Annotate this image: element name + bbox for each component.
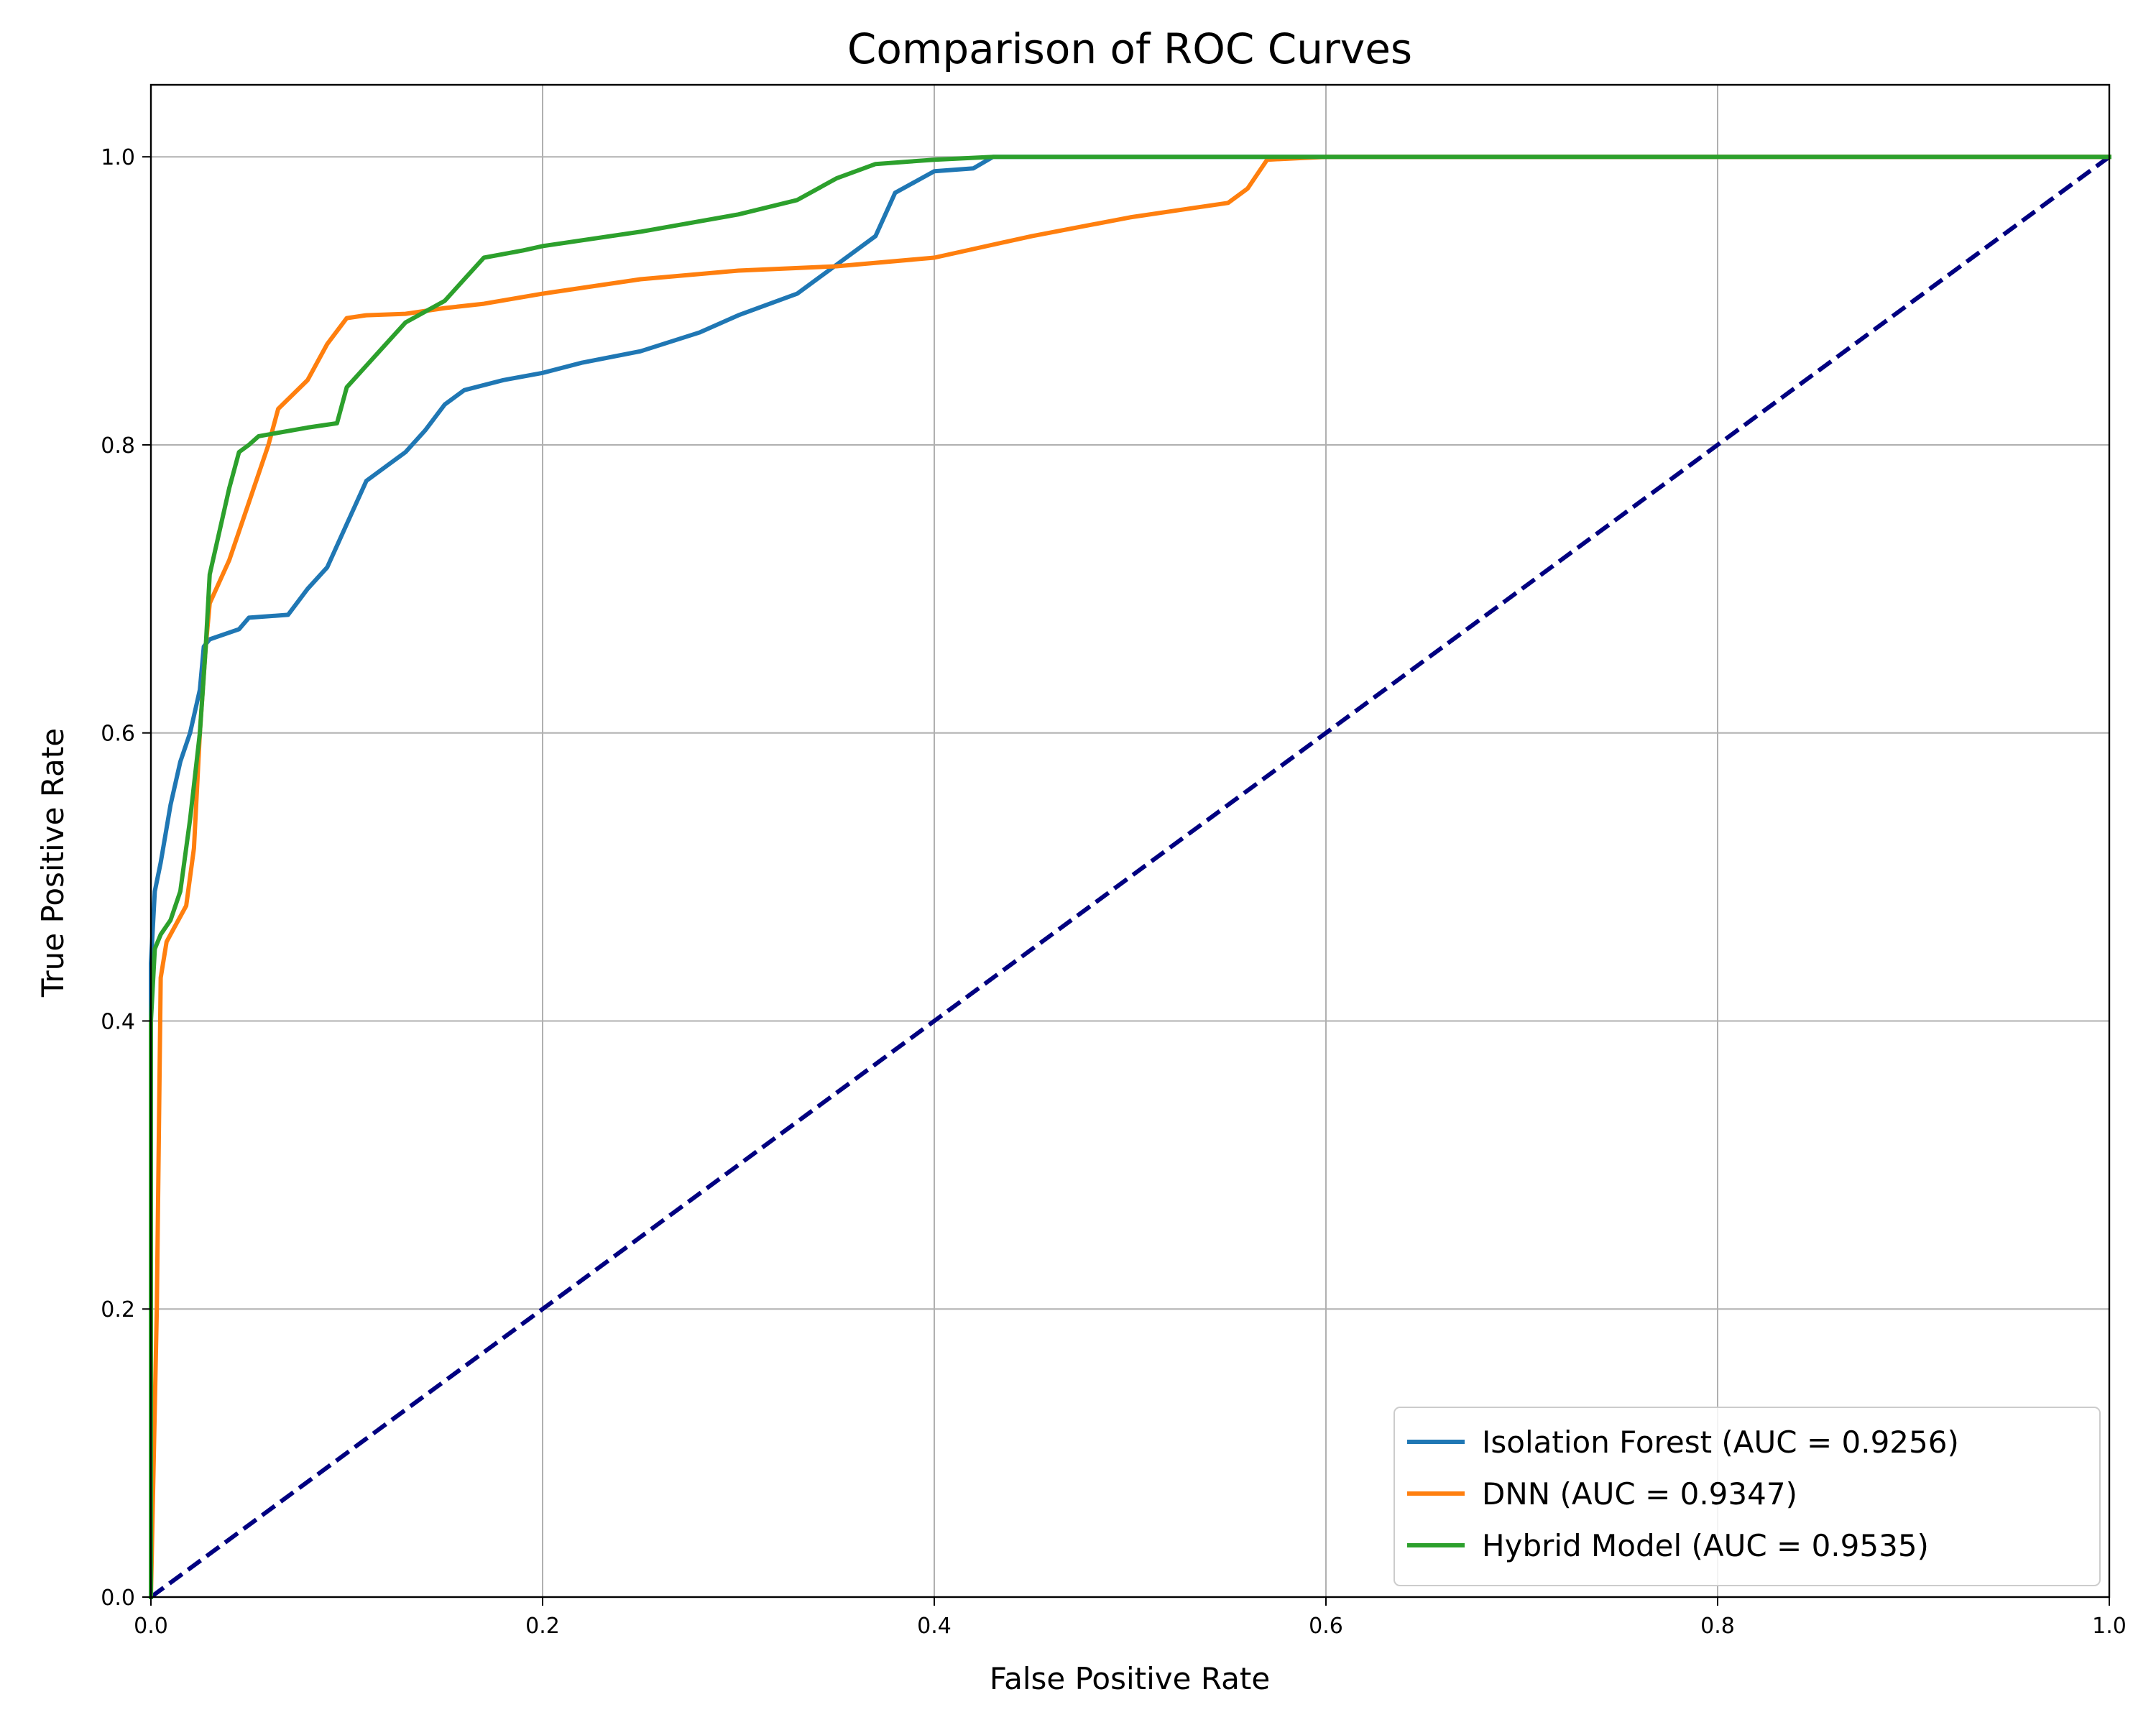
legend-label-0: Isolation Forest (AUC = 0.9256) (1482, 1425, 1959, 1460)
y-tick-label: 0.2 (101, 1297, 135, 1322)
y-tick-label: 0.0 (101, 1586, 135, 1611)
chart-title: Comparison of ROC Curves (847, 24, 1412, 73)
x-tick-label: 0.0 (134, 1614, 168, 1639)
x-tick-label: 0.4 (917, 1614, 952, 1639)
axis-ticks: 0.0 0.2 0.4 0.6 0.8 1.0 0.0 0.2 0.4 0.6 0.8 1.0 (101, 145, 2127, 1639)
y-tick-label: 1.0 (101, 145, 135, 170)
legend-label-2: Hybrid Model (AUC = 0.9535) (1482, 1528, 1929, 1563)
y-tick-label: 0.4 (101, 1009, 135, 1034)
x-tick-label: 1.0 (2092, 1614, 2127, 1639)
x-axis-title: False Positive Rate (990, 1661, 1270, 1696)
x-tick-label: 0.6 (1309, 1614, 1343, 1639)
legend-box (1393, 1407, 2101, 1586)
reference-line-group (149, 155, 2111, 1599)
y-tick-label: 0.6 (101, 722, 135, 747)
series-group (148, 155, 2111, 1600)
series-line-1 (148, 155, 2111, 1600)
series-line-0 (149, 155, 2111, 1599)
legend: Isolation Forest (AUC = 0.9256) DNN (AUC … (1393, 1407, 2101, 1586)
y-tick-label: 0.8 (101, 433, 135, 459)
series-line-2 (149, 155, 2111, 1599)
x-tick-label: 0.8 (1700, 1614, 1735, 1639)
x-tick-label: 0.2 (525, 1614, 560, 1639)
plot-frame (149, 83, 2111, 1598)
legend-label-1: DNN (AUC = 0.9347) (1482, 1476, 1797, 1512)
y-axis-title: True Positive Rate (35, 728, 70, 998)
grid (150, 85, 2110, 1598)
reference-diagonal-line (149, 155, 2111, 1599)
